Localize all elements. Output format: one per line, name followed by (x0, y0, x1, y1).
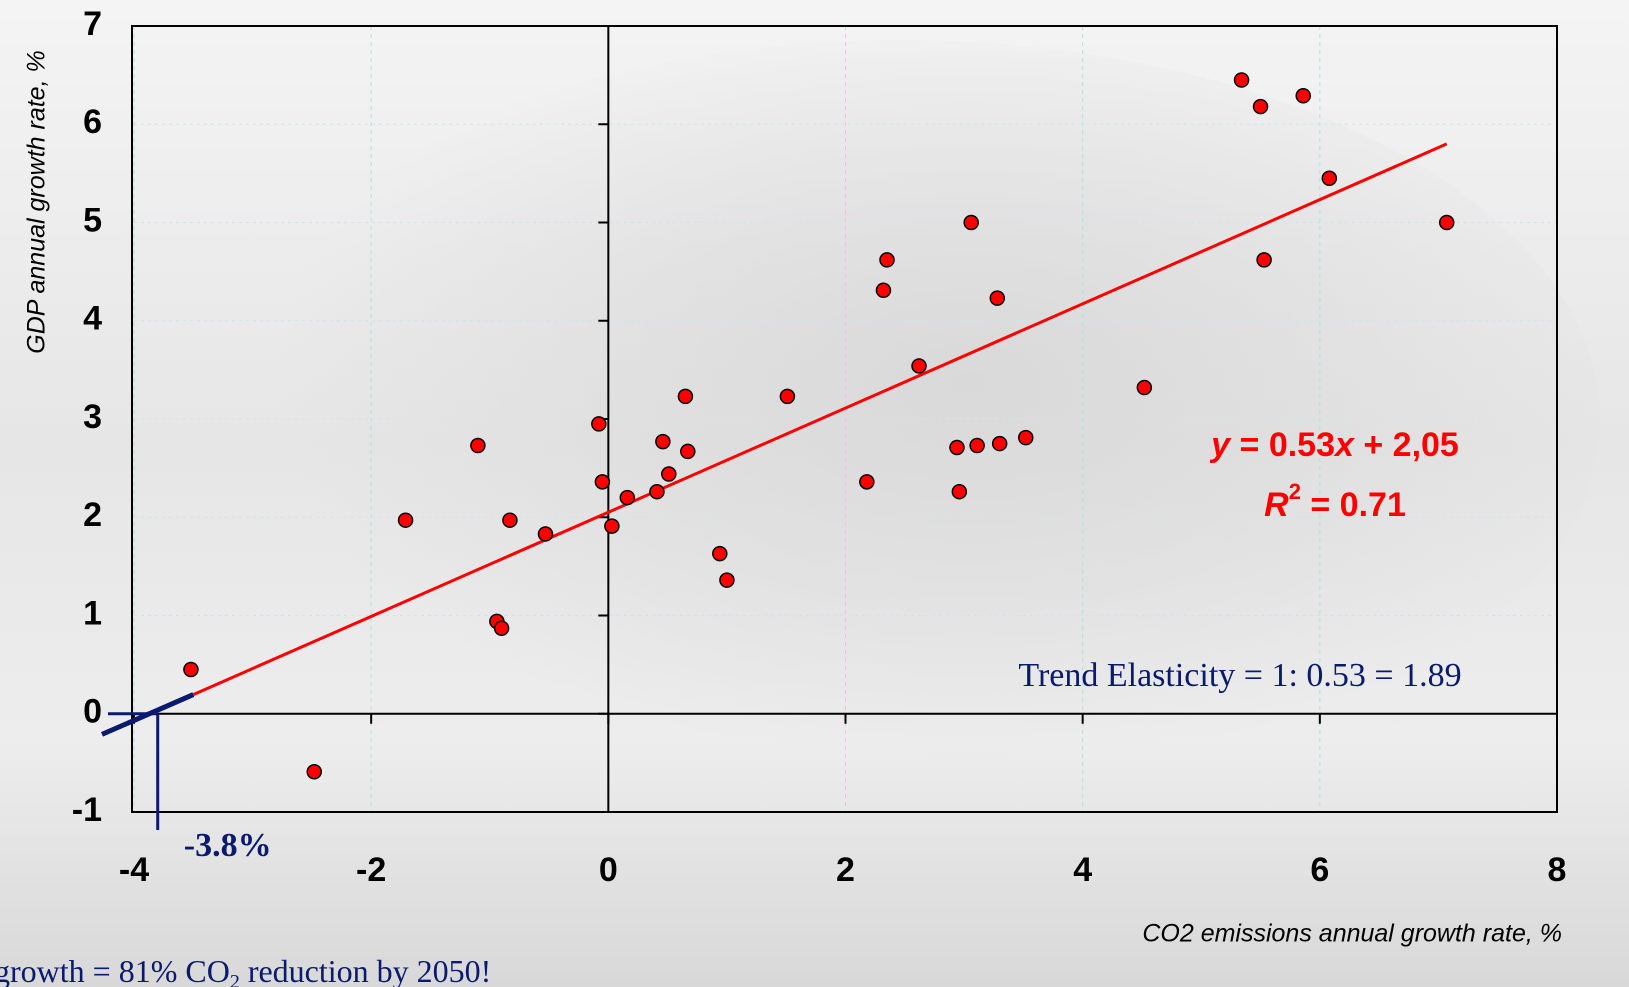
point (951, 483, 968, 500)
plot-area: -4 -2 0 2 4 6 8 -1 0 1 2 3 4 5 6 7 -3.8% (72, 5, 1567, 889)
point (969, 437, 985, 454)
x-tick-label: -2 (356, 851, 386, 889)
point (306, 763, 322, 780)
point (397, 512, 414, 528)
point (661, 466, 677, 482)
point (604, 518, 620, 534)
y-tick-label: -1 (72, 791, 102, 829)
point (655, 433, 671, 450)
point (1321, 170, 1338, 187)
point (680, 443, 696, 460)
point (502, 512, 518, 528)
point (493, 620, 510, 637)
y-tick-label: 4 (83, 300, 102, 338)
point (1295, 88, 1311, 104)
point (911, 358, 927, 374)
point (1233, 72, 1250, 88)
point (649, 483, 665, 500)
point (875, 282, 892, 299)
equation-part: = 0.53 (1230, 426, 1335, 464)
point (712, 545, 728, 562)
point (537, 526, 554, 542)
y-tick-label: 2 (83, 496, 102, 534)
footer-note: growth = 81% CO2 reduction by 2050! (0, 953, 491, 987)
r-squared: R2 = 0.71 (1264, 479, 1406, 524)
equation: y = 0.53x + 2,05 (1209, 426, 1459, 464)
x-axis-label: CO2 emissions annual growth rate, % (1142, 920, 1562, 948)
equation-part: + 2,05 (1354, 426, 1459, 464)
x-tick-label: 2 (836, 851, 855, 889)
elasticity-note: Trend Elasticity = 1: 0.53 = 1.89 (1018, 657, 1461, 694)
point (989, 290, 1006, 306)
point (183, 661, 199, 678)
y-tick-label: 3 (83, 398, 102, 436)
r-squared-part: R (1264, 486, 1289, 524)
point (594, 474, 611, 490)
footer-part: 2 (230, 971, 240, 987)
point (591, 416, 607, 432)
footer-part: reduction by 2050! (240, 953, 492, 987)
point (619, 489, 636, 506)
point (677, 388, 694, 405)
point (1438, 214, 1455, 231)
point (1136, 379, 1153, 396)
x-tick-label: 4 (1073, 851, 1092, 889)
y-tick-label: 7 (83, 5, 102, 43)
equation-part: y (1209, 426, 1232, 464)
point (719, 572, 735, 588)
point (1256, 252, 1272, 268)
point (963, 214, 979, 231)
point (470, 437, 486, 454)
point (879, 252, 895, 268)
y-tick-label: 5 (83, 201, 102, 239)
y-tick-label: 6 (83, 103, 102, 141)
x-tick-label: -4 (119, 851, 149, 889)
footer-part: growth = 81% CO (0, 953, 230, 987)
root-marker-label: -3.8% (184, 827, 272, 864)
plot-frame (131, 25, 1558, 813)
x-tick-label: 6 (1310, 851, 1329, 889)
point (949, 439, 965, 456)
point (1017, 429, 1034, 446)
r-squared-part: 2 (1289, 479, 1301, 504)
equation-part: x (1333, 426, 1356, 464)
r-squared-part: = 0.71 (1301, 486, 1406, 524)
x-tick-label: 8 (1548, 851, 1567, 889)
point (779, 388, 796, 405)
y-tick-label: 0 (83, 693, 102, 731)
point (859, 474, 875, 490)
y-tick-label: 1 (83, 594, 102, 632)
x-tick-label: 0 (599, 851, 618, 889)
trend-line (192, 142, 1448, 696)
point (991, 435, 1008, 452)
point (1252, 98, 1269, 115)
y-axis-label: GDP annual growth rate, % (23, 50, 51, 353)
